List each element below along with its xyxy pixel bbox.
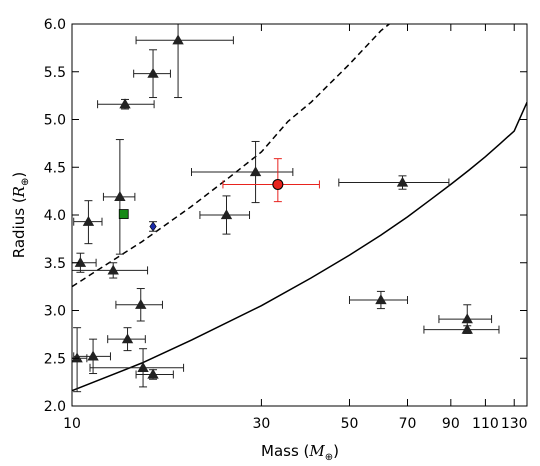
tick-labels: 10 30 50 70 90 110 130 2.0 2.5 3.0 3.5 4.0 4.5 5.0 5.5… bbox=[44, 17, 528, 432]
model-curves bbox=[72, 24, 527, 392]
y-tick-label: 3.5 bbox=[44, 256, 66, 272]
axis-ticks bbox=[71, 23, 527, 407]
solid-model-curve bbox=[72, 101, 527, 392]
y-tick-label: 2.0 bbox=[44, 399, 66, 415]
x-axis-label: Mass (M⊕) bbox=[261, 442, 339, 463]
y-axis-label: Radius (R⊕) bbox=[10, 172, 31, 258]
triangle-data-point bbox=[220, 209, 233, 220]
triangle-data-point bbox=[107, 264, 119, 275]
triangle-data-point bbox=[114, 191, 126, 202]
triangle-data-point bbox=[172, 34, 184, 45]
x-tick-label: 30 bbox=[252, 416, 270, 432]
x-tick-label: 90 bbox=[442, 416, 460, 432]
green-square-data-point bbox=[118, 209, 129, 219]
data-markers bbox=[71, 34, 473, 379]
x-tick-label: 50 bbox=[341, 416, 359, 432]
triangle-data-point bbox=[135, 298, 147, 309]
triangle-data-point bbox=[147, 368, 159, 379]
triangle-data-point bbox=[249, 166, 262, 177]
x-tick-label: 10 bbox=[63, 416, 81, 432]
x-tick-label: 130 bbox=[501, 416, 528, 432]
triangle-data-point bbox=[147, 67, 159, 78]
triangle-data-point bbox=[71, 352, 83, 363]
x-tick-label: 110 bbox=[472, 416, 499, 432]
triangle-data-point bbox=[121, 333, 134, 344]
dashed-model-curve bbox=[72, 24, 390, 288]
y-tick-label: 6.0 bbox=[44, 17, 66, 33]
triangle-data-point bbox=[396, 176, 409, 187]
triangle-data-point bbox=[74, 256, 87, 267]
y-tick-label: 3.0 bbox=[44, 304, 66, 320]
triangle-data-point bbox=[82, 215, 95, 226]
y-tick-label: 4.0 bbox=[44, 208, 66, 224]
triangle-data-point bbox=[87, 350, 99, 361]
y-tick-label: 4.5 bbox=[44, 160, 66, 176]
triangle-data-point bbox=[119, 98, 131, 109]
y-tick-label: 5.5 bbox=[44, 65, 66, 81]
triangle-data-point bbox=[461, 323, 473, 334]
triangle-data-point bbox=[461, 313, 473, 324]
y-tick-label: 2.5 bbox=[44, 351, 66, 367]
triangle-data-point bbox=[375, 294, 387, 305]
red-circle-data-point bbox=[272, 178, 284, 190]
blue-diamond-data-point bbox=[149, 221, 157, 232]
y-tick-label: 5.0 bbox=[44, 113, 66, 129]
x-tick-label: 70 bbox=[399, 416, 417, 432]
triangle-data-point bbox=[137, 361, 149, 372]
